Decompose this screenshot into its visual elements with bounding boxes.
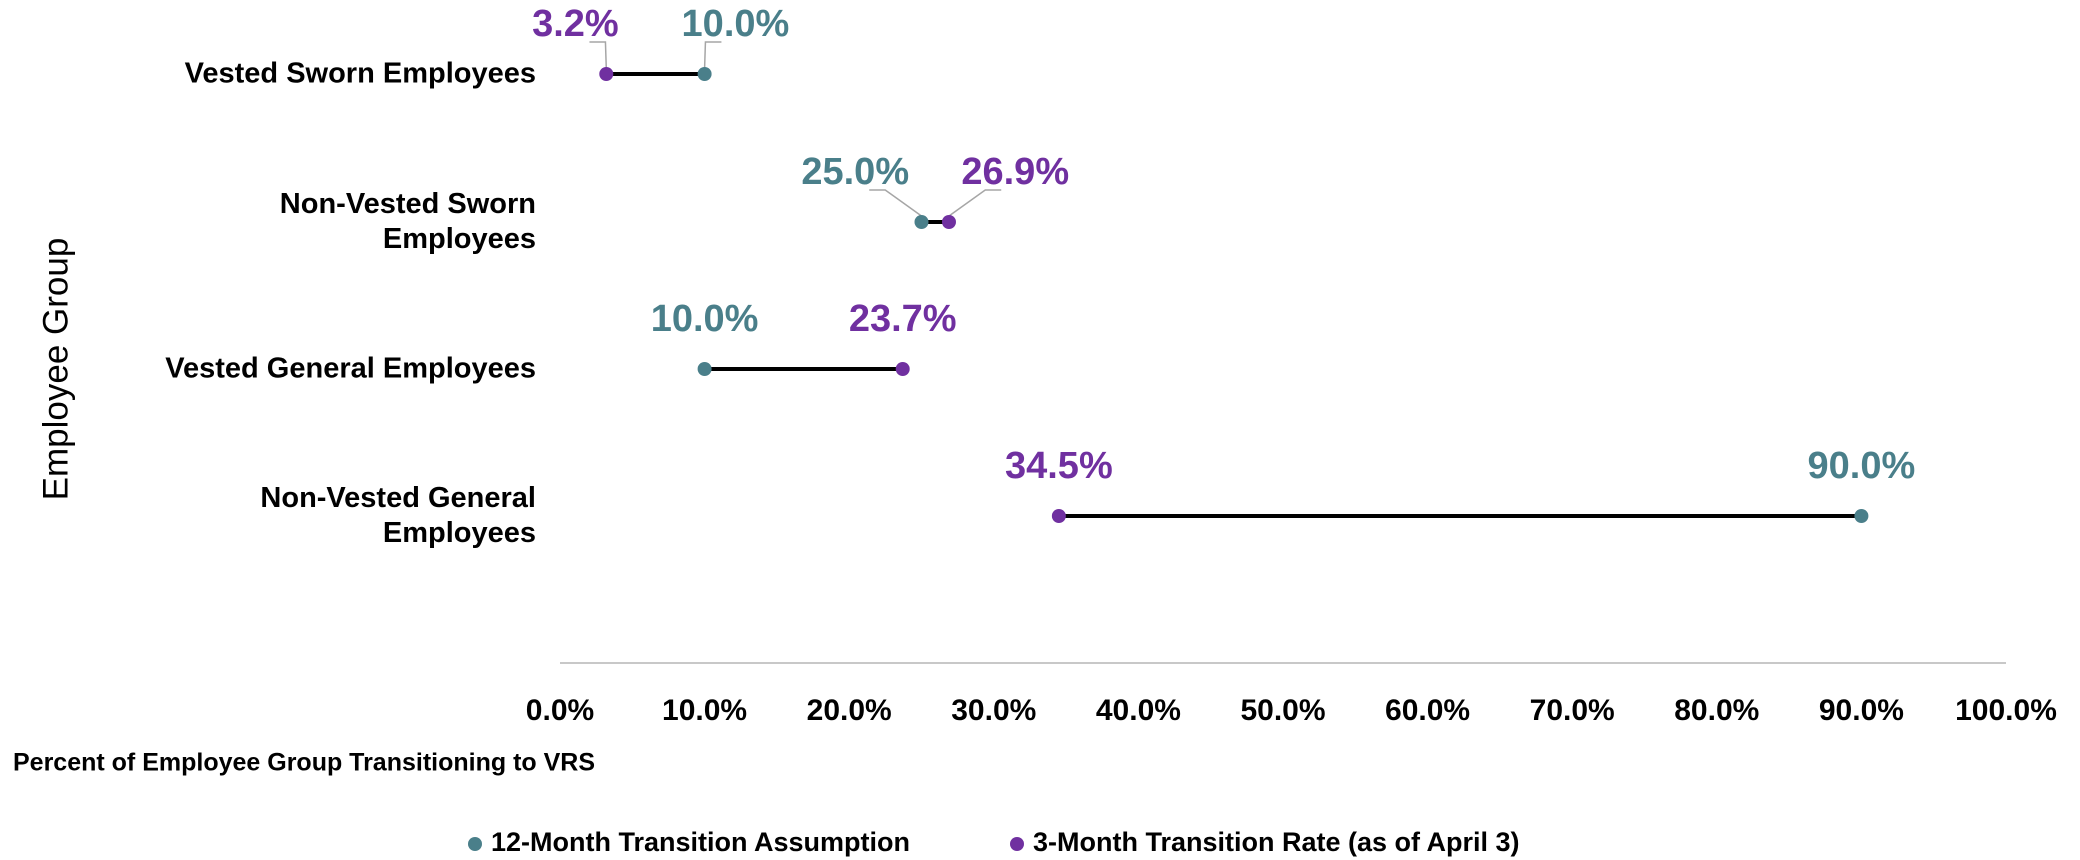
leader-line (869, 189, 922, 217)
leader-line (703, 41, 722, 69)
point (914, 215, 929, 229)
legend-label: 12-Month Transition Assumption (491, 827, 910, 857)
point (599, 67, 614, 81)
x-tick-label: 10.0% (662, 694, 747, 727)
data-label: 10.0% (682, 3, 790, 45)
category-label: Vested Sworn Employees (184, 57, 536, 90)
x-axis-title: Percent of Employee Group Transitioning … (13, 749, 595, 777)
x-tick-label: 50.0% (1240, 694, 1325, 727)
x-tick-label: 30.0% (951, 694, 1036, 727)
legend-marker (1010, 837, 1024, 851)
point (697, 362, 712, 376)
data-label: 10.0% (651, 298, 759, 340)
x-tick-label: 100.0% (1955, 694, 2057, 727)
x-tick-label: 90.0% (1819, 694, 1904, 727)
leader-line (589, 41, 608, 69)
x-tick-label: 40.0% (1096, 694, 1181, 727)
category-label: Vested General Employees (165, 352, 536, 385)
legend-label: 3-Month Transition Rate (as of April 3) (1033, 827, 1520, 857)
data-label: 34.5% (1005, 445, 1113, 487)
point (1854, 509, 1869, 523)
point (941, 215, 956, 229)
x-tick-label: 20.0% (807, 694, 892, 727)
category-label: Non-Vested Sworn Employees (279, 188, 536, 255)
data-label: 25.0% (801, 151, 909, 193)
y-axis-title: Employee Group (36, 238, 75, 501)
legend-marker (468, 837, 482, 851)
category-label: Non-Vested General Employees (260, 482, 536, 549)
data-label: 23.7% (849, 298, 957, 340)
x-tick-label: 70.0% (1530, 694, 1615, 727)
data-label: 26.9% (961, 151, 1069, 193)
point (697, 67, 712, 81)
point (1051, 509, 1066, 523)
point (895, 362, 910, 376)
data-label: 90.0% (1808, 445, 1916, 487)
x-tick-label: 60.0% (1385, 694, 1470, 727)
x-tick-label: 0.0% (526, 694, 594, 727)
leader-line (948, 189, 1002, 217)
x-tick-label: 80.0% (1674, 694, 1759, 727)
data-label: 3.2% (532, 3, 619, 45)
